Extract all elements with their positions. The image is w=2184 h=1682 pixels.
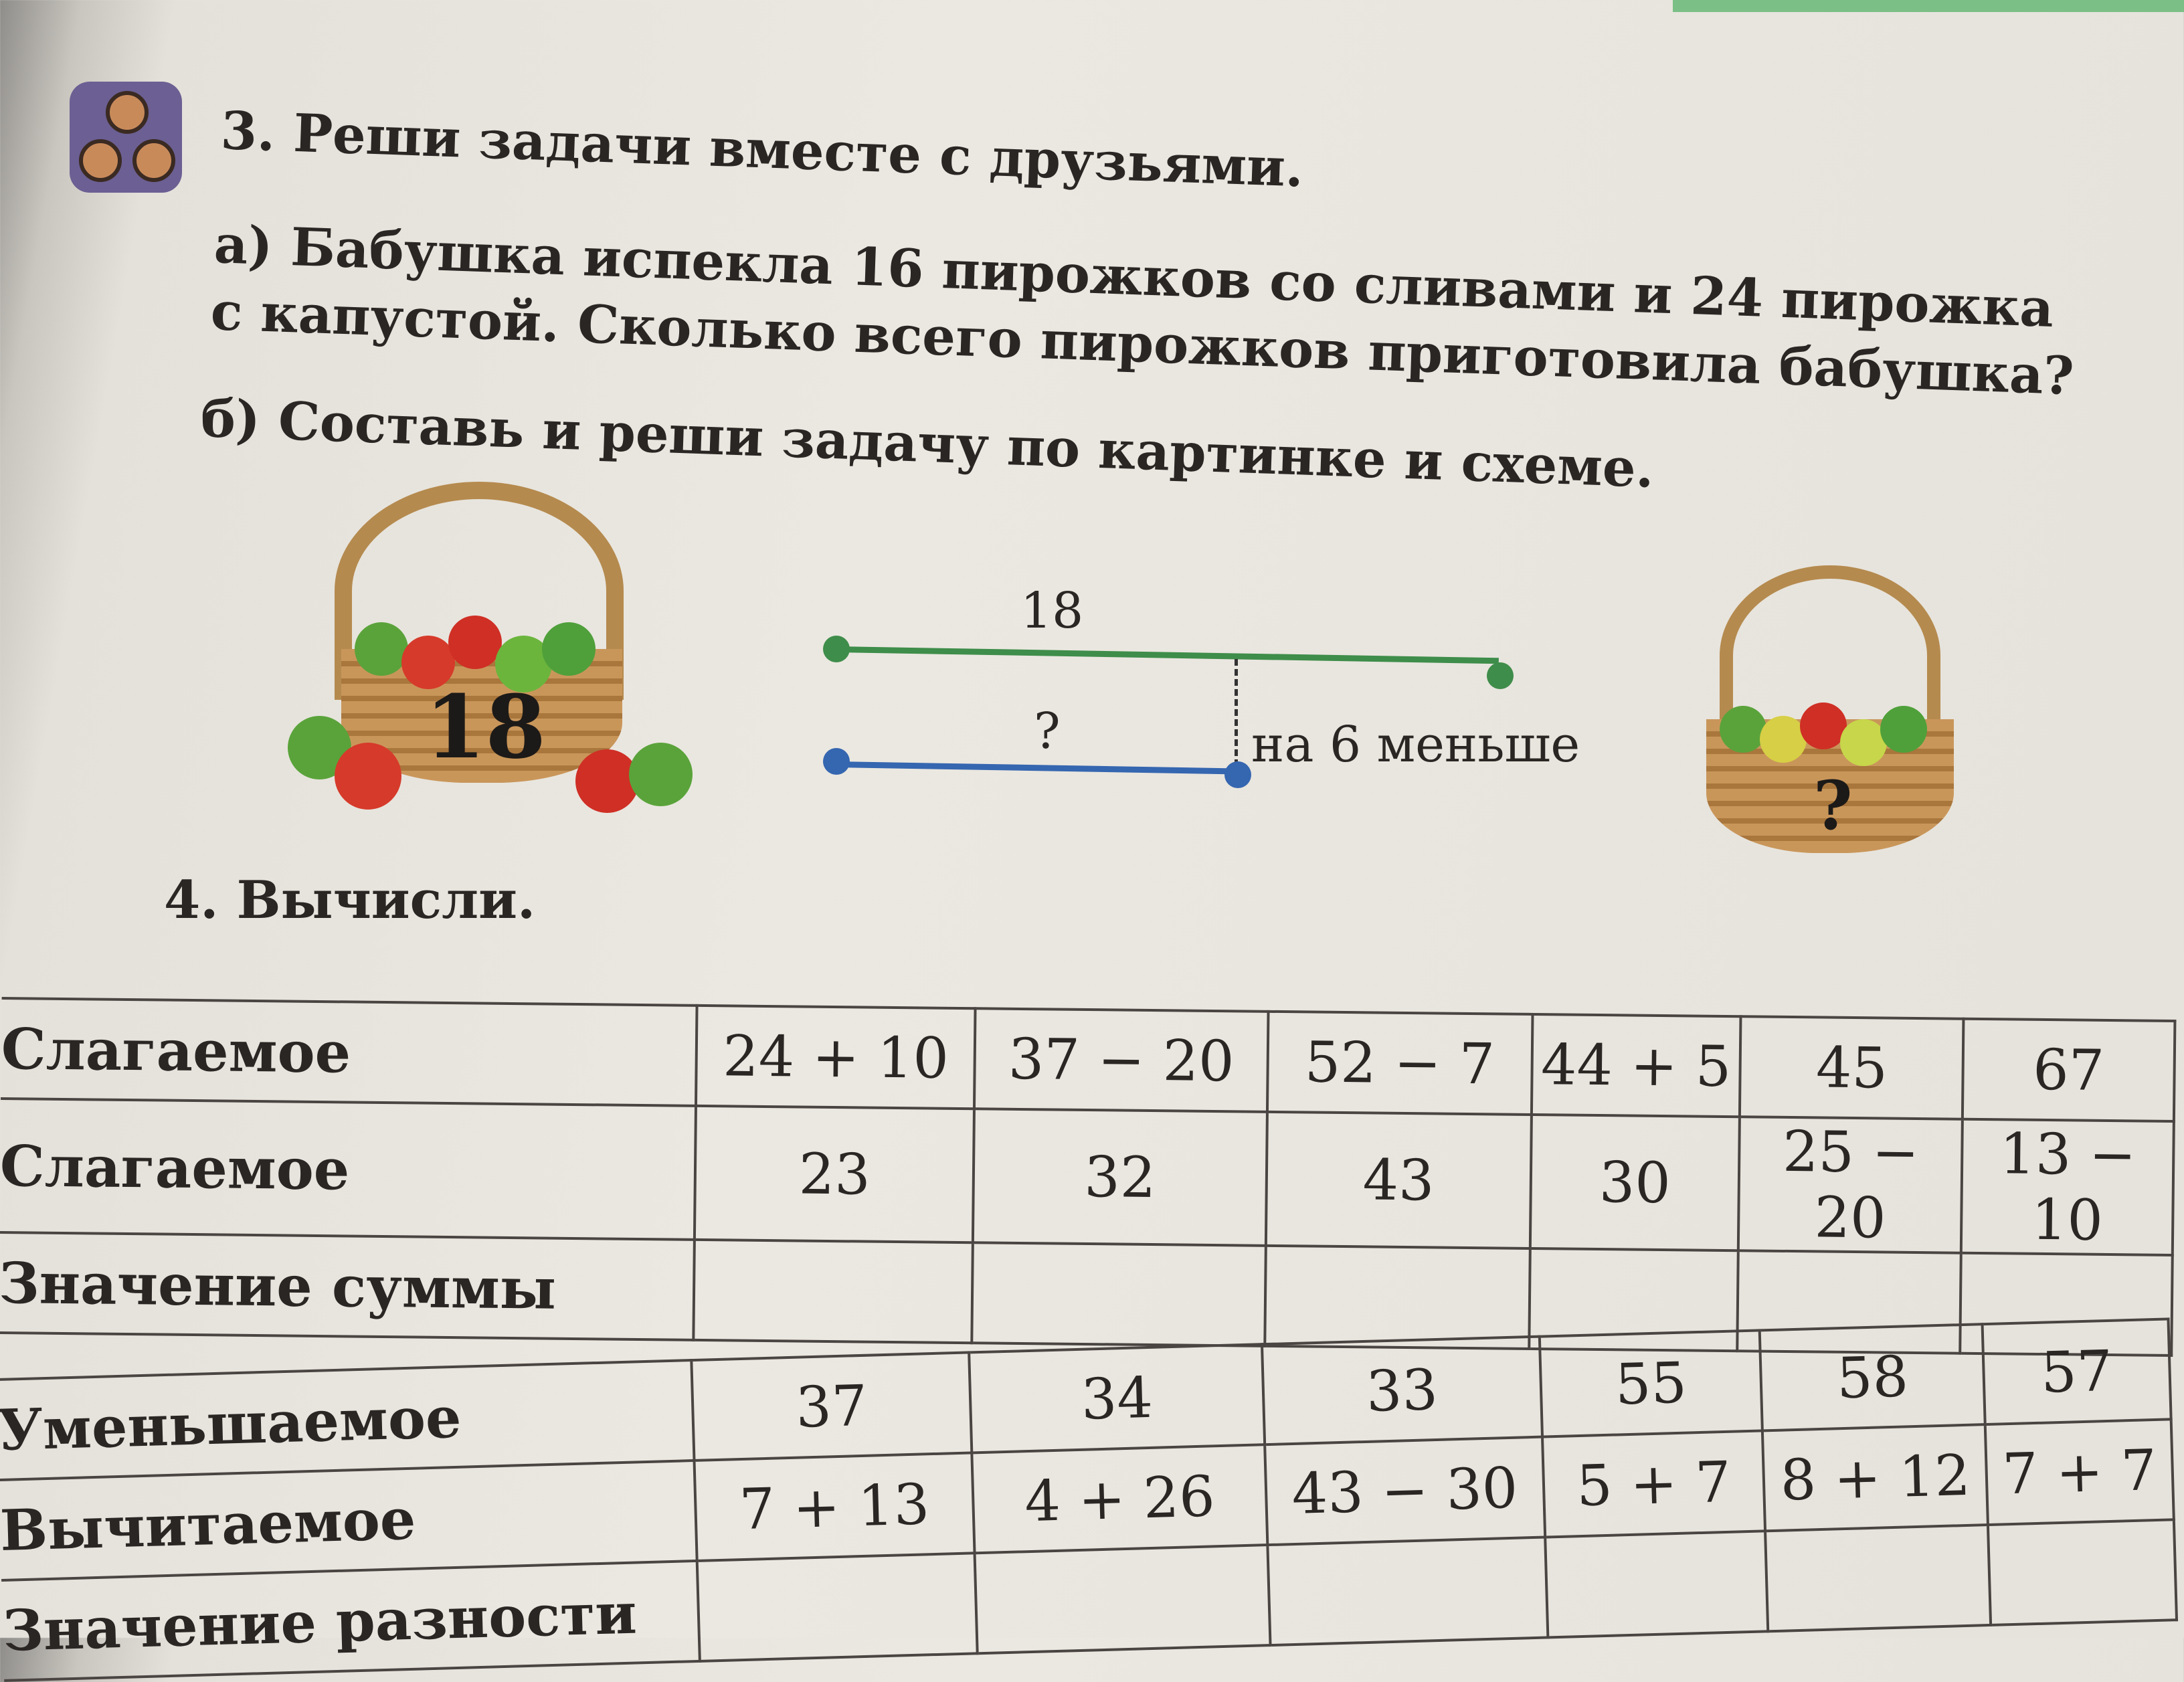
page-edge-strip xyxy=(1673,0,2184,12)
table-cell: 43 − 30 xyxy=(1265,1436,1545,1546)
table-cell: 4 + 26 xyxy=(972,1444,1268,1554)
table-cell: 57 xyxy=(1982,1319,2171,1425)
left-apple-basket: 18 xyxy=(288,482,709,816)
answer-cell[interactable] xyxy=(1267,1537,1548,1646)
table-cell: 45 xyxy=(1740,1016,1964,1119)
answer-cell[interactable] xyxy=(1765,1525,1991,1632)
table-cell: 67 xyxy=(1963,1018,2175,1122)
table-cell: 52 − 7 xyxy=(1267,1011,1533,1115)
scheme-bottom-label: ? xyxy=(1034,703,1061,760)
sum-table: Слагаемое 24 + 10 37 − 20 52 − 7 44 + 5 … xyxy=(0,997,2176,1357)
table-cell: 34 xyxy=(969,1344,1265,1453)
answer-cell[interactable] xyxy=(697,1553,978,1661)
table-cell: 7 + 7 xyxy=(1985,1419,2174,1525)
row-label: Слагаемое xyxy=(0,1099,697,1240)
group-work-icon xyxy=(70,82,182,193)
scheme-bottom-end-point xyxy=(1224,761,1251,788)
table-cell: 58 xyxy=(1760,1324,1985,1431)
table-cell: 43 xyxy=(1265,1111,1532,1248)
row-label: Уменьшаемое xyxy=(0,1360,695,1481)
table-cell: 32 xyxy=(973,1109,1267,1246)
table-cell: 33 xyxy=(1261,1336,1542,1445)
table-cell: 30 xyxy=(1530,1114,1740,1251)
table-cell: 44 + 5 xyxy=(1531,1014,1741,1117)
scheme-difference-label: на 6 меньше xyxy=(1251,716,1580,773)
row-label: Значение суммы xyxy=(0,1232,695,1340)
scheme-top-segment xyxy=(836,646,1499,664)
scheme-top-label: 18 xyxy=(1020,582,1084,640)
left-basket-number: 18 xyxy=(425,676,546,778)
table-cell: 5 + 7 xyxy=(1542,1430,1766,1537)
answer-cell[interactable] xyxy=(693,1239,974,1343)
table-cell: 24 + 10 xyxy=(696,1005,976,1109)
scheme-top-end-point xyxy=(1487,662,1514,689)
right-apple-basket: ? xyxy=(1706,565,1954,860)
difference-table: Уменьшаемое 37 34 33 55 58 57 Вычитаемое… xyxy=(0,1317,2178,1682)
task3-title: 3. Реши задачи вместе с друзьями. xyxy=(219,100,1305,199)
row-label: Значение разности xyxy=(1,1560,700,1681)
row-label: Слагаемое xyxy=(1,998,698,1106)
row-label: Вычитаемое xyxy=(0,1461,697,1580)
right-basket-number: ? xyxy=(1813,766,1853,845)
scheme-top-start-point xyxy=(823,636,850,662)
answer-cell[interactable] xyxy=(1544,1531,1768,1638)
answer-cell[interactable] xyxy=(1265,1245,1530,1349)
table-cell: 37 xyxy=(691,1352,972,1461)
table-cell: 55 xyxy=(1539,1330,1763,1437)
table-row: Слагаемое 23 32 43 30 25 − 20 13 − 10 xyxy=(0,1099,2174,1256)
table-cell: 8 + 12 xyxy=(1762,1424,1989,1531)
scheme-dashed-divider xyxy=(1235,659,1238,766)
scheme-bottom-segment xyxy=(836,761,1238,775)
table-cell: 25 − 20 xyxy=(1738,1117,1963,1253)
answer-cell[interactable] xyxy=(972,1242,1266,1346)
table-cell: 23 xyxy=(695,1105,975,1243)
answer-cell[interactable] xyxy=(974,1545,1271,1654)
table-cell: 37 − 20 xyxy=(974,1008,1269,1112)
answer-cell[interactable] xyxy=(1988,1519,2177,1625)
table-cell: 7 + 13 xyxy=(694,1453,975,1561)
table-cell: 13 − 10 xyxy=(1961,1119,2174,1256)
task4-title: 4. Вычисли. xyxy=(164,870,536,931)
scheme-bottom-start-point xyxy=(823,748,850,775)
